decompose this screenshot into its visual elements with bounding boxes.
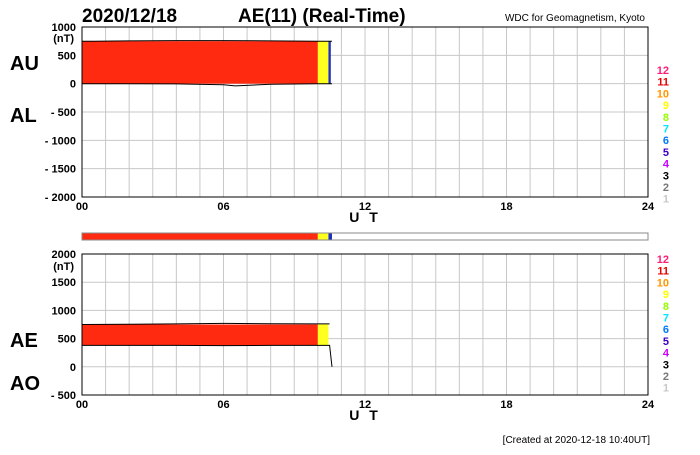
series-line-al — [82, 83, 332, 87]
legend-entry: 8 — [663, 301, 669, 313]
coverage-band — [317, 324, 329, 346]
y-tick-label: 1000 — [52, 22, 76, 34]
y-tick-label: - 1500 — [45, 164, 76, 176]
series-line-ae — [81, 322, 330, 325]
legend-entry: 1 — [663, 383, 669, 395]
legend-entry: 2 — [663, 371, 669, 383]
y-tick-label: 500 — [58, 50, 76, 62]
legend-entry: 9 — [663, 289, 669, 301]
legend-entry: 12 — [657, 254, 669, 266]
y-tick-label: - 500 — [51, 390, 76, 402]
legend-entry: 10 — [657, 277, 669, 289]
y-tick-label: 0 — [70, 79, 76, 91]
x-tick-label: 18 — [500, 399, 512, 411]
legend-entry: 3 — [663, 359, 669, 371]
plot-frame — [81, 253, 649, 396]
unit-label: (nT) — [53, 261, 74, 273]
x-tick-label: 12 — [359, 201, 371, 213]
x-axis-label: U T — [349, 407, 381, 423]
x-tick-label: 00 — [76, 201, 88, 213]
legend-entry: 12 — [657, 65, 669, 77]
legend-entry: 5 — [663, 336, 669, 348]
legend-entry: 10 — [657, 88, 669, 100]
legend-entry: 7 — [663, 313, 669, 325]
coverage-strip-frame — [81, 232, 649, 241]
legend-entry: 1 — [663, 194, 669, 206]
y-tick-label: 500 — [58, 334, 76, 346]
y-tick-label: 1500 — [52, 277, 76, 289]
coverage-band — [317, 41, 329, 84]
coverage-strip-segment — [82, 233, 318, 240]
plot-frame — [81, 26, 649, 198]
series-line-ao — [82, 344, 333, 367]
series-line-au — [82, 40, 332, 42]
x-tick-label: 12 — [359, 399, 371, 411]
chart-source: WDC for Geomagnetism, Kyoto — [505, 13, 645, 24]
coverage-band — [328, 41, 331, 84]
chart-date: 2020/12/18 — [82, 6, 177, 27]
legend-entry: 3 — [663, 170, 669, 182]
legend-entry: 6 — [663, 135, 669, 147]
legend-entry: 2 — [663, 182, 669, 194]
coverage-band — [82, 41, 318, 84]
y-tick-label: 0 — [70, 362, 76, 374]
legend-entry: 8 — [663, 112, 669, 124]
panel-label-lower: AO — [10, 373, 40, 395]
y-tick-label: - 1000 — [45, 135, 76, 147]
y-tick-label: 1000 — [52, 305, 76, 317]
x-tick-label: 24 — [642, 201, 655, 213]
x-tick-label: 06 — [217, 399, 229, 411]
panel-label-lower: AL — [10, 105, 37, 127]
legend-entry: 6 — [663, 324, 669, 336]
legend-entry: 5 — [663, 147, 669, 159]
y-tick-label: - 2000 — [45, 192, 76, 204]
legend-entry: 11 — [657, 77, 669, 89]
x-tick-label: 06 — [217, 201, 229, 213]
coverage-band — [82, 324, 318, 346]
x-tick-label: 18 — [500, 201, 512, 213]
chart-title: AE(11) (Real-Time) — [238, 6, 406, 27]
legend-entry: 7 — [663, 124, 669, 136]
coverage-strip-segment — [328, 233, 332, 240]
legend-entry: 9 — [663, 100, 669, 112]
panel-label-upper: AU — [10, 53, 39, 75]
legend-entry: 4 — [663, 159, 670, 171]
created-timestamp: [Created at 2020-12-18 10:40UT] — [503, 435, 651, 446]
x-axis-label: U T — [349, 209, 381, 225]
y-tick-label: 2000 — [52, 249, 76, 261]
coverage-strip-segment — [317, 233, 329, 240]
legend-entry: 4 — [663, 348, 670, 360]
x-tick-label: 00 — [76, 399, 88, 411]
legend-entry: 11 — [657, 266, 669, 278]
y-tick-label: - 500 — [51, 107, 76, 119]
x-tick-label: 24 — [642, 399, 655, 411]
unit-label: (nT) — [53, 33, 74, 45]
panel-label-upper: AE — [10, 330, 38, 352]
